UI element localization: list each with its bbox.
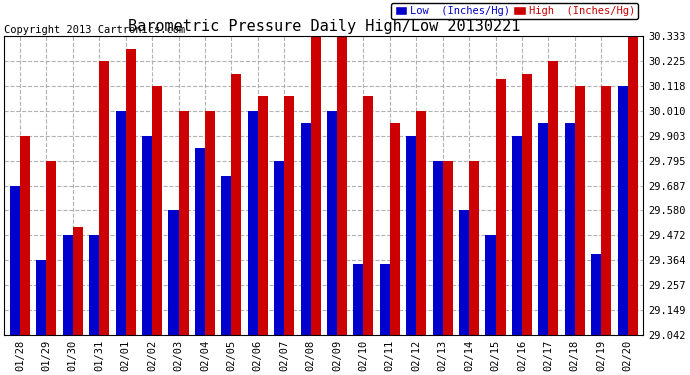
Bar — [433, 161, 443, 335]
Bar — [274, 161, 284, 335]
Bar — [353, 264, 364, 335]
Bar — [168, 210, 179, 335]
Bar — [538, 123, 549, 335]
Bar — [327, 111, 337, 335]
Bar — [195, 148, 205, 335]
Bar — [601, 86, 611, 335]
Bar — [310, 36, 321, 335]
Bar — [10, 186, 20, 335]
Bar — [152, 86, 162, 335]
Bar — [205, 111, 215, 335]
Bar — [628, 36, 638, 335]
Title: Barometric Pressure Daily High/Low 20130221: Barometric Pressure Daily High/Low 20130… — [128, 19, 520, 34]
Bar — [406, 136, 416, 335]
Bar — [301, 123, 310, 335]
Bar — [248, 111, 258, 335]
Bar — [495, 79, 506, 335]
Bar — [231, 74, 241, 335]
Bar — [73, 226, 83, 335]
Bar — [522, 74, 532, 335]
Text: Copyright 2013 Cartronics.com: Copyright 2013 Cartronics.com — [4, 25, 186, 34]
Bar — [486, 236, 495, 335]
Bar — [337, 36, 347, 335]
Bar — [142, 136, 152, 335]
Bar — [443, 161, 453, 335]
Bar — [469, 161, 479, 335]
Legend: Low  (Inches/Hg), High  (Inches/Hg): Low (Inches/Hg), High (Inches/Hg) — [391, 3, 638, 20]
Bar — [416, 111, 426, 335]
Bar — [575, 86, 585, 335]
Bar — [99, 62, 109, 335]
Bar — [116, 111, 126, 335]
Bar — [390, 123, 400, 335]
Bar — [564, 123, 575, 335]
Bar — [618, 86, 628, 335]
Bar — [89, 236, 99, 335]
Bar — [459, 210, 469, 335]
Bar — [63, 236, 73, 335]
Bar — [512, 136, 522, 335]
Bar — [549, 62, 558, 335]
Bar — [364, 96, 373, 335]
Bar — [20, 136, 30, 335]
Bar — [284, 96, 294, 335]
Bar — [179, 111, 188, 335]
Bar — [126, 49, 136, 335]
Bar — [591, 254, 601, 335]
Bar — [380, 264, 390, 335]
Bar — [221, 176, 231, 335]
Bar — [37, 260, 46, 335]
Bar — [46, 161, 57, 335]
Bar — [258, 96, 268, 335]
